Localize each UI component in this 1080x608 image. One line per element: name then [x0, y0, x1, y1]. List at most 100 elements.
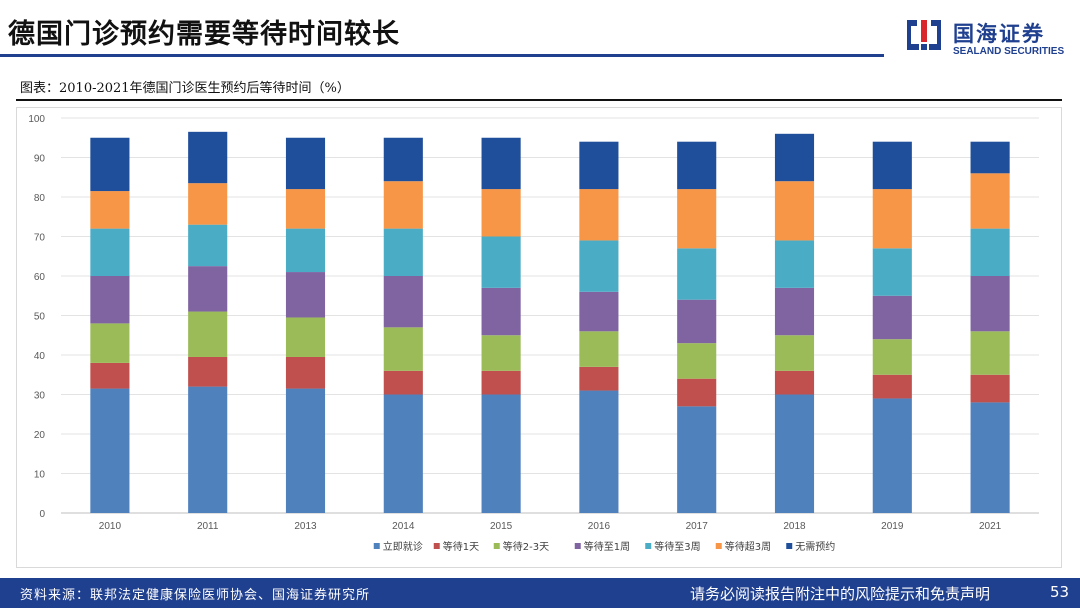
bar-segment	[970, 331, 1010, 375]
legend-swatch	[786, 543, 793, 549]
bar-segment	[579, 240, 619, 292]
bar-segment	[188, 183, 228, 225]
y-tick-label: 100	[28, 114, 45, 125]
x-tick-label: 2021	[979, 521, 1002, 532]
bar-segment	[677, 248, 717, 300]
y-tick-label: 90	[34, 154, 46, 165]
x-tick-label: 2018	[783, 521, 806, 532]
x-tick-label: 2015	[490, 521, 513, 532]
stacked-bar-chart: 0 10 20 30 40 50 60 70 80 90 100 2010 2011 2013 2014 2…	[28, 114, 1039, 553]
bar-segment	[285, 388, 326, 513]
bar-segment	[383, 228, 423, 276]
bar-segment	[481, 370, 521, 395]
legend-swatch	[373, 543, 380, 549]
bar-segment	[970, 141, 1010, 174]
y-tick-label: 40	[34, 351, 46, 362]
legend-label: 等待至1周	[584, 540, 630, 553]
bar-segment	[383, 137, 423, 182]
x-tick-label: 2014	[392, 521, 415, 532]
bar-segment	[383, 394, 423, 513]
bar-segment	[285, 189, 326, 229]
legend-label: 等待1天	[443, 540, 479, 553]
bar-segment	[677, 378, 717, 407]
bar-segment	[188, 266, 228, 312]
bar-segment	[383, 327, 423, 371]
footer-disclaimer: 请务必阅读报告附注中的风险提示和免责声明	[690, 585, 991, 603]
brand-logo: 国海证券 SEALAND SECURITIES	[905, 14, 1075, 62]
legend-swatch	[574, 543, 581, 549]
y-tick-label: 20	[34, 430, 46, 441]
bar-segment	[285, 317, 326, 357]
y-tick-label: 30	[34, 391, 46, 402]
y-tick-label: 80	[34, 193, 46, 204]
x-tick-label: 2010	[99, 521, 122, 532]
bar-segment	[285, 228, 326, 273]
bar-segment	[677, 406, 717, 513]
title-underline	[0, 54, 884, 57]
bar-segment	[970, 276, 1010, 332]
bar-segment	[872, 339, 912, 375]
bar-segment	[677, 141, 717, 190]
bar-segment	[774, 240, 815, 288]
bar-segment	[90, 388, 130, 513]
bar-segment	[970, 402, 1010, 513]
page-number: 53	[1050, 583, 1070, 601]
bar-segment	[90, 323, 130, 363]
bar-segment	[677, 189, 717, 249]
caption-rule	[16, 99, 1062, 101]
bar-segment	[872, 398, 912, 513]
legend-swatch	[645, 543, 652, 549]
bar-segment	[774, 133, 815, 182]
bar-segment	[90, 137, 130, 192]
y-tick-label: 50	[34, 312, 46, 323]
bar-segment	[872, 141, 912, 190]
bar-segment	[90, 228, 130, 276]
bar-segment	[383, 370, 423, 395]
page-title: 德国门诊预约需要等待时间较长	[8, 19, 400, 50]
brand-subtitle: SEALAND SECURITIES	[953, 46, 1065, 57]
bar-segment	[188, 311, 228, 357]
footer-source: 资料来源：联邦法定健康保险医师协会、国海证券研究所	[20, 588, 371, 603]
bar-segment	[90, 362, 130, 389]
bar-segment	[774, 394, 815, 513]
legend-label: 立即就诊	[383, 540, 423, 553]
legend-swatch	[493, 543, 500, 549]
bar-segment	[481, 287, 521, 336]
bar-segment	[774, 287, 815, 336]
bar-segment	[188, 131, 228, 184]
legend-label: 等待至3周	[654, 540, 700, 553]
x-tick-label: 2016	[588, 521, 611, 532]
legend-swatch	[433, 543, 440, 549]
bar-segment	[579, 366, 619, 391]
bar-segment	[285, 137, 326, 190]
bar-segment	[872, 374, 912, 399]
bar-segment	[481, 394, 521, 513]
bar-segment	[970, 374, 1010, 403]
bar-segment	[90, 191, 130, 229]
bar-segment	[481, 189, 521, 237]
bar-segment	[285, 272, 326, 318]
legend-swatch	[715, 543, 722, 549]
bar-segment	[481, 137, 521, 190]
y-tick-label: 10	[34, 470, 46, 481]
bar-segment	[579, 141, 619, 190]
bar-segment	[774, 335, 815, 371]
bar-segment	[579, 331, 619, 367]
bar-segment	[481, 236, 521, 288]
figure-caption: 图表：2010-2021年德国门诊医生预约后等待时间（%）	[20, 81, 350, 96]
bar-segment	[872, 189, 912, 249]
bar-segment	[383, 181, 423, 229]
legend-label: 等待2-3天	[503, 540, 549, 553]
bar-segment	[90, 276, 130, 324]
bar-segment	[677, 343, 717, 379]
y-tick-label: 0	[39, 509, 45, 520]
bar-segment	[677, 299, 717, 344]
bar-segment	[188, 224, 228, 267]
bar-segment	[579, 390, 619, 513]
bar-segment	[872, 248, 912, 296]
bar-segment	[188, 356, 228, 387]
x-tick-label: 2013	[294, 521, 317, 532]
bar-segment	[774, 181, 815, 241]
x-tick-label: 2011	[197, 521, 219, 532]
bar-segment	[774, 370, 815, 395]
